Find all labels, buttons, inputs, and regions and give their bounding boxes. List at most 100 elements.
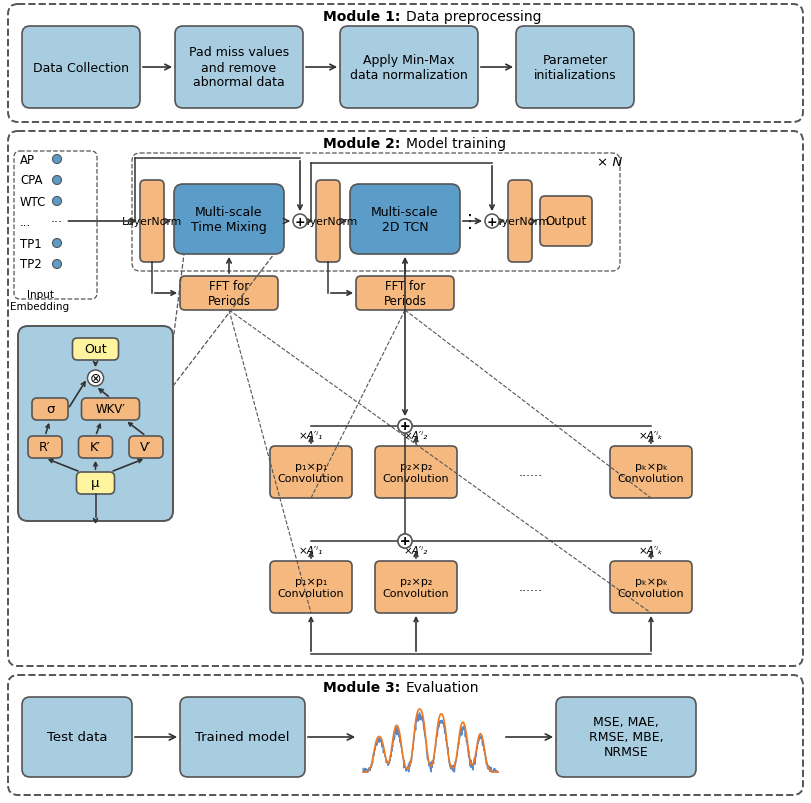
Circle shape: [53, 177, 62, 185]
Text: +: +: [400, 535, 410, 548]
FancyBboxPatch shape: [375, 446, 457, 499]
FancyBboxPatch shape: [356, 277, 454, 311]
Circle shape: [53, 260, 62, 269]
FancyBboxPatch shape: [508, 181, 532, 263]
Text: R′: R′: [39, 441, 51, 454]
Text: ×A′ⁱ₁: ×A′ⁱ₁: [299, 430, 323, 441]
Text: MSE, MAE,
RMSE, MBE,
NRMSE: MSE, MAE, RMSE, MBE, NRMSE: [589, 715, 663, 759]
FancyBboxPatch shape: [375, 561, 457, 613]
Text: ×A′ⁱ₁: ×A′ⁱ₁: [299, 545, 323, 556]
Text: Data preprocessing: Data preprocessing: [406, 10, 541, 24]
Circle shape: [398, 419, 412, 434]
Text: +: +: [400, 535, 410, 548]
Text: μ: μ: [92, 477, 100, 490]
Text: Test data: Test data: [47, 731, 107, 744]
Text: FFT for
Periods: FFT for Periods: [384, 279, 427, 308]
FancyBboxPatch shape: [270, 561, 352, 613]
Text: ⋮: ⋮: [461, 213, 479, 230]
FancyBboxPatch shape: [316, 181, 340, 263]
Text: p₂×p₂
Convolution: p₂×p₂ Convolution: [383, 577, 449, 598]
Text: +: +: [294, 215, 305, 228]
Text: Parameter
initializations: Parameter initializations: [534, 54, 616, 82]
Text: TP2: TP2: [20, 259, 41, 271]
FancyBboxPatch shape: [516, 27, 634, 109]
Text: LayerNorm: LayerNorm: [122, 217, 182, 226]
FancyBboxPatch shape: [22, 697, 132, 777]
FancyBboxPatch shape: [76, 472, 114, 495]
Text: ···: ···: [51, 216, 63, 229]
Text: Multi-scale
Time Mixing: Multi-scale Time Mixing: [191, 206, 267, 234]
Text: +: +: [400, 420, 410, 433]
Text: Trained model: Trained model: [195, 731, 290, 744]
Text: LayerNorm: LayerNorm: [298, 217, 358, 226]
Text: ×A′ⁱ₂: ×A′ⁱ₂: [404, 430, 428, 441]
FancyBboxPatch shape: [270, 446, 352, 499]
Text: σ: σ: [45, 403, 54, 416]
Text: +: +: [400, 420, 410, 433]
FancyBboxPatch shape: [180, 277, 278, 311]
Text: WTC: WTC: [20, 195, 46, 208]
Text: p₁×p₁
Convolution: p₁×p₁ Convolution: [277, 577, 345, 598]
FancyBboxPatch shape: [540, 197, 592, 247]
Circle shape: [53, 239, 62, 248]
Text: Module 3:: Module 3:: [324, 680, 406, 694]
Text: ×A′ⁱₖ: ×A′ⁱₖ: [639, 545, 663, 556]
FancyBboxPatch shape: [81, 398, 139, 421]
FancyBboxPatch shape: [18, 327, 173, 521]
Text: CPA: CPA: [20, 174, 42, 187]
FancyBboxPatch shape: [180, 697, 305, 777]
FancyBboxPatch shape: [28, 437, 62, 459]
FancyBboxPatch shape: [79, 437, 113, 459]
Circle shape: [398, 419, 412, 434]
Text: pₖ×pₖ
Convolution: pₖ×pₖ Convolution: [618, 462, 684, 483]
Text: Multi-scale
2D TCN: Multi-scale 2D TCN: [371, 206, 439, 234]
Text: TP1: TP1: [20, 237, 41, 251]
Text: Module 1:: Module 1:: [324, 10, 406, 24]
Circle shape: [398, 534, 412, 548]
FancyBboxPatch shape: [72, 339, 118, 361]
FancyBboxPatch shape: [610, 561, 692, 613]
Text: WKV′: WKV′: [96, 403, 126, 416]
FancyBboxPatch shape: [22, 27, 140, 109]
FancyBboxPatch shape: [32, 398, 68, 421]
Text: p₁×p₁
Convolution: p₁×p₁ Convolution: [277, 462, 345, 483]
Text: ×A′ⁱₖ: ×A′ⁱₖ: [639, 430, 663, 441]
Text: Pad miss values
and remove
abnormal data: Pad miss values and remove abnormal data: [189, 47, 289, 89]
Text: Module 2:: Module 2:: [324, 137, 406, 151]
Text: ×A′ⁱ₂: ×A′ⁱ₂: [404, 545, 428, 556]
Text: AP: AP: [20, 153, 35, 166]
FancyBboxPatch shape: [129, 437, 163, 459]
Text: ......: ......: [519, 581, 543, 593]
FancyBboxPatch shape: [140, 181, 164, 263]
Circle shape: [398, 534, 412, 548]
Text: pₖ×pₖ
Convolution: pₖ×pₖ Convolution: [618, 577, 684, 598]
Text: FFT for
Periods: FFT for Periods: [208, 279, 251, 308]
Text: K′: K′: [90, 441, 101, 454]
Text: V′: V′: [140, 441, 152, 454]
FancyBboxPatch shape: [340, 27, 478, 109]
Circle shape: [53, 155, 62, 165]
FancyBboxPatch shape: [175, 27, 303, 109]
Text: +: +: [487, 215, 497, 228]
FancyBboxPatch shape: [610, 446, 692, 499]
Text: × N: × N: [598, 155, 623, 169]
Text: LayerNorm: LayerNorm: [490, 217, 550, 226]
Text: Model training: Model training: [406, 137, 505, 151]
Text: Evaluation: Evaluation: [406, 680, 479, 694]
Circle shape: [485, 214, 499, 229]
Text: ...: ...: [20, 216, 32, 229]
Text: p₂×p₂
Convolution: p₂×p₂ Convolution: [383, 462, 449, 483]
Text: ⊗: ⊗: [90, 372, 101, 385]
Circle shape: [53, 198, 62, 206]
Text: Input
Embedding: Input Embedding: [11, 290, 70, 312]
FancyBboxPatch shape: [350, 185, 460, 255]
Text: ......: ......: [519, 466, 543, 479]
FancyBboxPatch shape: [556, 697, 696, 777]
Text: Output: Output: [545, 215, 586, 228]
Text: Out: Out: [84, 343, 107, 356]
FancyBboxPatch shape: [174, 185, 284, 255]
Text: Data Collection: Data Collection: [33, 61, 129, 75]
Circle shape: [293, 214, 307, 229]
Text: Apply Min-Max
data normalization: Apply Min-Max data normalization: [350, 54, 468, 82]
Circle shape: [88, 370, 104, 386]
